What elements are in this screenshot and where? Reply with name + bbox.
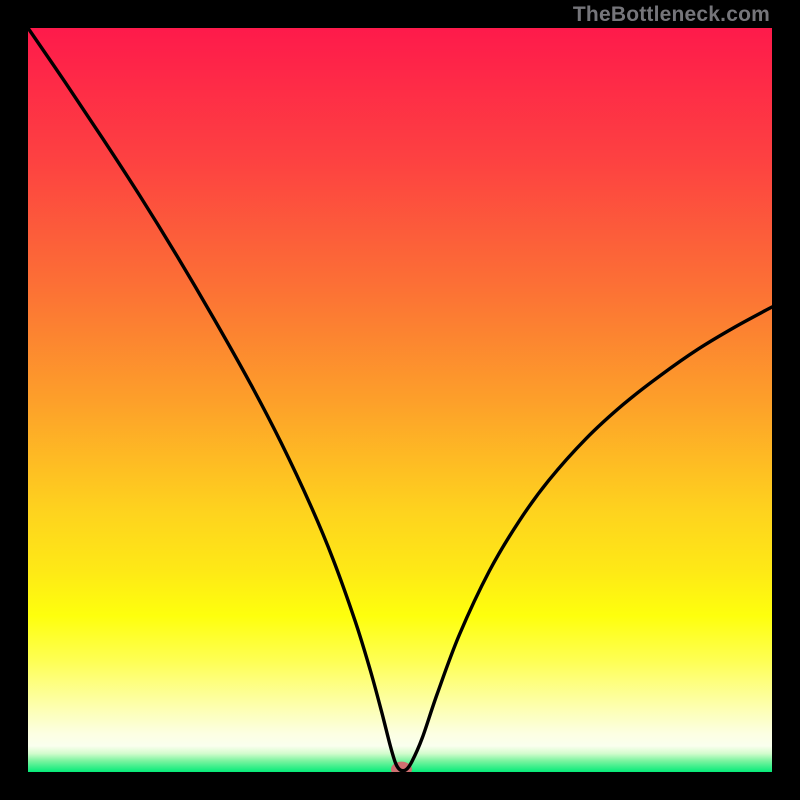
chart-frame: TheBottleneck.com xyxy=(0,0,800,800)
chart-svg xyxy=(28,28,772,772)
plot-area xyxy=(28,28,772,772)
gradient-background xyxy=(28,28,772,772)
watermark-text: TheBottleneck.com xyxy=(573,3,770,27)
